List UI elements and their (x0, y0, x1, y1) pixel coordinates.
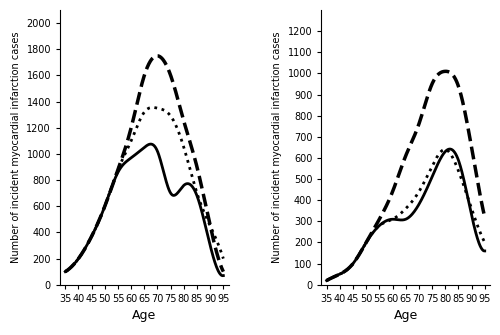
Y-axis label: Number of incident myocardial infarction cases: Number of incident myocardial infarction… (11, 31, 21, 263)
X-axis label: Age: Age (394, 309, 418, 322)
X-axis label: Age: Age (132, 309, 156, 322)
Y-axis label: Number of incident myocardial infarction cases: Number of incident myocardial infarction… (272, 31, 282, 263)
